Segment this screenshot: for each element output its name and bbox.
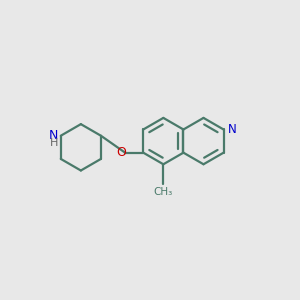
Text: N: N bbox=[49, 129, 58, 142]
Text: CH₃: CH₃ bbox=[154, 187, 173, 197]
Text: N: N bbox=[227, 123, 236, 136]
Text: O: O bbox=[116, 146, 126, 159]
Text: H: H bbox=[50, 138, 58, 148]
